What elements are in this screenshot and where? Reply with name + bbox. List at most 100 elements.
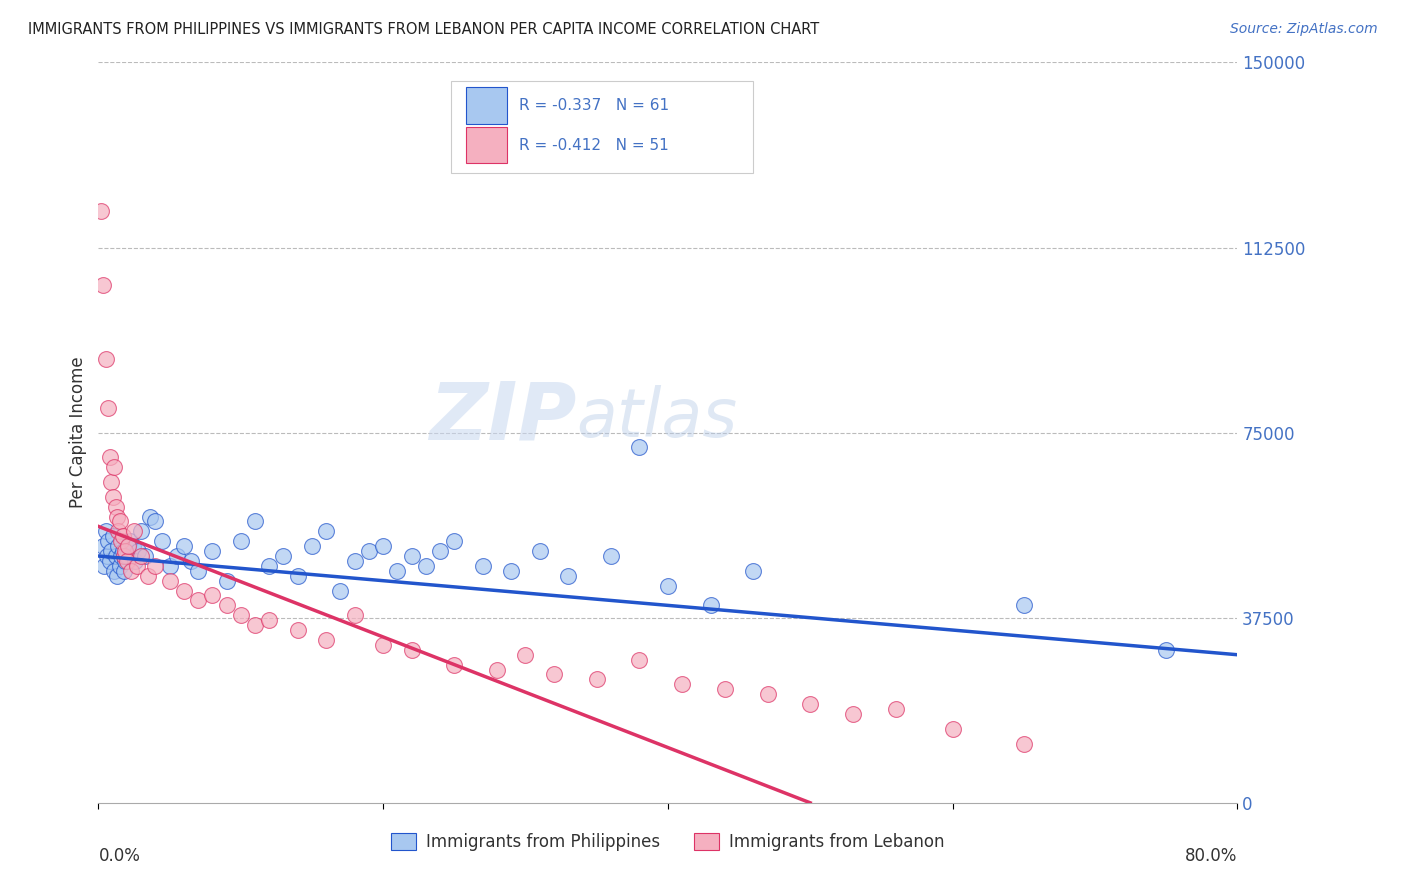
Point — [515, 648, 537, 662]
Point — [120, 564, 142, 578]
Point — [628, 653, 651, 667]
Point — [842, 706, 865, 721]
Point — [942, 722, 965, 736]
Point — [108, 515, 131, 529]
Legend: Immigrants from Philippines, Immigrants from Lebanon: Immigrants from Philippines, Immigrants … — [385, 826, 950, 857]
Point — [101, 529, 124, 543]
Point — [471, 558, 494, 573]
Point — [187, 593, 209, 607]
Point — [699, 599, 721, 613]
Point — [91, 277, 114, 292]
Text: R = -0.412   N = 51: R = -0.412 N = 51 — [519, 138, 668, 153]
Point — [110, 534, 132, 549]
Point — [243, 618, 266, 632]
Point — [107, 539, 129, 553]
Point — [108, 558, 131, 573]
Point — [138, 509, 160, 524]
Point — [159, 574, 181, 588]
Point — [117, 539, 139, 553]
Point — [100, 475, 122, 489]
Point — [742, 564, 765, 578]
Point — [671, 677, 693, 691]
Point — [259, 558, 281, 573]
Point — [127, 544, 149, 558]
FancyBboxPatch shape — [467, 128, 508, 163]
Point — [187, 564, 209, 578]
Point — [112, 564, 135, 578]
Point — [884, 702, 907, 716]
Point — [585, 673, 607, 687]
Point — [98, 554, 121, 568]
Point — [107, 524, 129, 539]
Point — [401, 642, 423, 657]
Point — [229, 534, 252, 549]
Point — [111, 544, 134, 558]
Point — [401, 549, 423, 563]
Point — [145, 558, 167, 573]
Point — [173, 539, 195, 553]
Point — [657, 579, 679, 593]
Point — [315, 524, 337, 539]
Point — [121, 539, 143, 553]
Point — [714, 682, 737, 697]
Point — [91, 539, 114, 553]
Point — [329, 583, 352, 598]
Point — [600, 549, 623, 563]
Point — [628, 441, 651, 455]
Point — [104, 500, 127, 514]
FancyBboxPatch shape — [467, 87, 508, 123]
Point — [415, 558, 437, 573]
FancyBboxPatch shape — [451, 81, 754, 173]
Point — [125, 558, 148, 573]
Text: atlas: atlas — [576, 384, 738, 450]
Point — [443, 534, 465, 549]
Point — [97, 401, 120, 415]
Point — [543, 667, 565, 681]
Point — [443, 657, 465, 672]
Point — [98, 450, 121, 465]
Point — [501, 564, 523, 578]
Point — [110, 549, 132, 563]
Point — [799, 697, 821, 711]
Point — [103, 460, 125, 475]
Point — [486, 663, 509, 677]
Point — [201, 589, 224, 603]
Point — [756, 687, 779, 701]
Point — [287, 623, 309, 637]
Text: 0.0%: 0.0% — [98, 847, 141, 865]
Point — [111, 529, 134, 543]
Point — [124, 554, 146, 568]
Point — [387, 564, 409, 578]
Point — [343, 554, 366, 568]
Point — [243, 515, 266, 529]
Point — [343, 608, 366, 623]
Point — [105, 568, 128, 582]
Point — [357, 544, 380, 558]
Point — [215, 574, 238, 588]
Point — [1012, 599, 1035, 613]
Text: ZIP: ZIP — [429, 379, 576, 457]
Point — [371, 539, 394, 553]
Point — [1012, 737, 1035, 751]
Point — [94, 524, 117, 539]
Point — [159, 558, 181, 573]
Point — [101, 490, 124, 504]
Point — [315, 632, 337, 647]
Point — [529, 544, 551, 558]
Point — [96, 549, 118, 563]
Point — [90, 203, 112, 218]
Point — [134, 549, 156, 563]
Point — [115, 554, 138, 568]
Point — [97, 534, 120, 549]
Point — [114, 554, 136, 568]
Text: IMMIGRANTS FROM PHILIPPINES VS IMMIGRANTS FROM LEBANON PER CAPITA INCOME CORRELA: IMMIGRANTS FROM PHILIPPINES VS IMMIGRANT… — [28, 22, 820, 37]
Point — [100, 544, 122, 558]
Point — [114, 544, 136, 558]
Point — [259, 613, 281, 627]
Point — [105, 509, 128, 524]
Text: 80.0%: 80.0% — [1185, 847, 1237, 865]
Point — [122, 524, 145, 539]
Point — [166, 549, 188, 563]
Point — [557, 568, 579, 582]
Point — [429, 544, 451, 558]
